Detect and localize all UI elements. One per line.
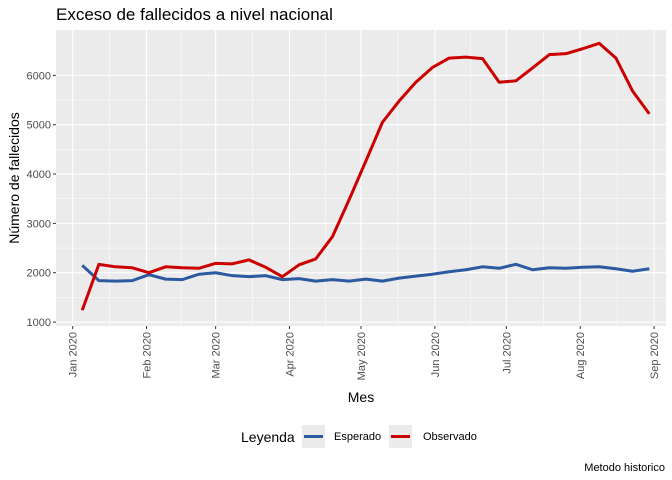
legend-title: Leyenda: [241, 429, 295, 445]
y-tick-label: 4000: [27, 169, 51, 181]
y-axis-title: Número de fallecidos: [6, 112, 22, 244]
y-tick-label: 5000: [27, 120, 51, 132]
x-tick-label: Jan 2020: [68, 332, 80, 377]
x-tick-label: May 2020: [356, 332, 368, 380]
y-tick-label: 2000: [27, 268, 51, 280]
y-tick-label: 1000: [27, 317, 51, 329]
x-tick-label: Jul 2020: [501, 332, 513, 374]
x-axis: Jan 2020 Feb 2020 Mar 2020 Apr 2020 May 2020…: [68, 326, 661, 380]
legend-label-observado: Observado: [423, 431, 477, 443]
x-axis-title: Mes: [348, 389, 374, 405]
x-tick-label: Aug 2020: [575, 332, 587, 379]
y-tick-label: 6000: [27, 70, 51, 82]
chart-caption: Metodo historico: [584, 462, 665, 474]
legend: Leyenda Esperado Observado: [241, 425, 477, 448]
y-tick-label: 3000: [27, 218, 51, 230]
y-axis: 1000 2000 3000 4000 5000 6000: [27, 70, 56, 329]
x-tick-label: Apr 2020: [285, 332, 297, 377]
series-layer: [80, 41, 651, 311]
x-tick-label: Sep 2020: [649, 332, 661, 379]
series-line-esperado: [81, 262, 650, 283]
x-tick-label: Jun 2020: [430, 332, 442, 377]
x-tick-label: Feb 2020: [142, 332, 154, 378]
chart-title: Exceso de fallecidos a nivel nacional: [56, 5, 333, 24]
grid-major: [56, 30, 666, 326]
x-tick-label: Mar 2020: [211, 332, 223, 378]
series-line-observado: [80, 41, 651, 311]
legend-label-esperado: Esperado: [334, 431, 381, 443]
